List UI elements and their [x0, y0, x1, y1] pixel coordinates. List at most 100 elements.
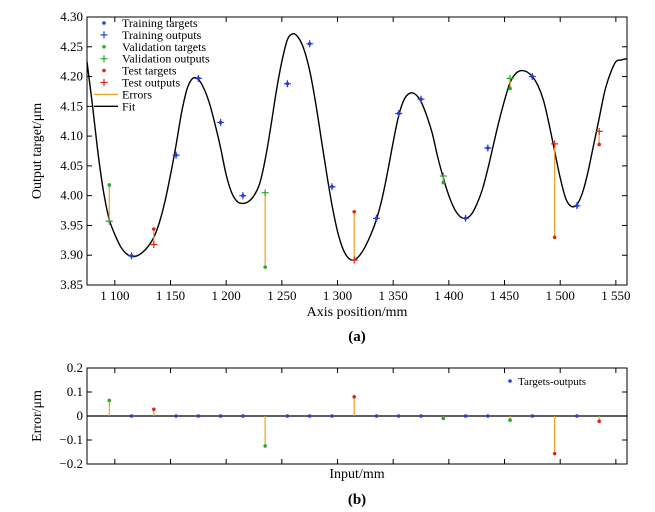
training-error-point	[241, 414, 245, 418]
test-output-marker	[551, 140, 559, 148]
chart-a-y-tick-label: 3.95	[60, 217, 83, 232]
training-output-marker	[172, 151, 180, 159]
training-error-point	[174, 414, 178, 418]
chart-a-y-tick-label: 3.85	[60, 277, 83, 292]
chart-a-y-tick-label: 4.00	[60, 188, 83, 203]
legend-marker-plus	[100, 55, 108, 63]
validation-error-point	[263, 444, 267, 448]
chart-b-y-tick-label: 0	[77, 408, 84, 423]
chart-a-x-tick-label: 1 250	[267, 288, 296, 303]
chart-a-y-tick-label: 4.25	[60, 39, 83, 54]
training-output-marker	[395, 109, 403, 117]
chart-a-x-tick-label: 1 300	[323, 288, 352, 303]
legend-label: Validation outputs	[122, 52, 210, 66]
chart-a-x-tick-label: 1 550	[601, 288, 630, 303]
test-output-marker	[595, 127, 603, 135]
legend-marker-dot	[102, 21, 106, 25]
chart-b-y-tick-label: 0.2	[67, 360, 83, 375]
test-target-point	[352, 209, 357, 214]
training-error-point	[486, 414, 490, 418]
validation-target-point	[441, 180, 446, 185]
legend-label: Training outputs	[122, 28, 202, 42]
test-output-marker	[150, 241, 158, 249]
training-output-marker	[283, 80, 291, 88]
validation-output-marker	[439, 172, 447, 180]
chart-a-y-tick-label: 4.30	[60, 9, 83, 24]
training-error-point	[285, 414, 290, 418]
chart-b-legend: Targets-outputs	[508, 376, 586, 388]
chart-a-x-tick-label: 1 150	[156, 288, 185, 303]
training-output-marker	[417, 95, 425, 103]
chart-b-x-axis-label: Input/mm	[329, 467, 384, 482]
chart-b-ticks: −0.2 −0.1 0 0.1 0.2	[59, 360, 627, 471]
chart-a-x-tick-label: 1 450	[490, 288, 519, 303]
chart-b-y-axis-label: Error/μm	[30, 390, 45, 442]
training-output-marker	[462, 214, 470, 222]
validation-output-marker	[261, 189, 269, 197]
chart-b-caption: (b)	[348, 492, 366, 508]
validation-output-marker	[506, 74, 514, 82]
training-error-point	[196, 414, 201, 418]
legend-marker-dot	[102, 45, 106, 49]
chart-a-x-axis-label: Axis position/mm	[307, 305, 408, 320]
training-output-marker	[239, 192, 247, 200]
test-output-marker	[350, 256, 358, 264]
legend-label: Training targets	[122, 16, 198, 30]
legend-label: Validation targets	[122, 40, 206, 54]
training-output-marker	[217, 118, 225, 126]
training-output-marker	[528, 73, 536, 81]
training-output-marker	[484, 144, 492, 152]
legend-label: Test targets	[122, 64, 177, 78]
training-error-point	[396, 414, 401, 418]
chart-a-x-tick-label: 1 500	[546, 288, 575, 303]
legend-label: Errors	[122, 87, 152, 101]
chart-b-errors	[107, 395, 601, 456]
chart-b-y-tick-label: −0.1	[59, 432, 83, 447]
training-output-marker	[328, 183, 336, 191]
legend-label: Test outputs	[122, 76, 180, 90]
training-error-point	[419, 414, 423, 418]
training-error-point	[307, 414, 312, 418]
validation-error-point	[107, 398, 112, 403]
training-output-marker	[306, 40, 314, 48]
validation-error-point	[441, 416, 446, 421]
chart-a-fit	[86, 32, 628, 261]
legend-marker-dot	[508, 379, 512, 383]
chart-a-y-tick-label: 4.05	[60, 158, 83, 173]
training-error-point	[463, 414, 468, 418]
training-error-point	[129, 414, 134, 418]
test-target-point	[597, 142, 601, 147]
training-output-marker	[573, 202, 581, 210]
chart-a-y-axis-label: Output target/μm	[30, 103, 45, 199]
legend-marker-plus	[100, 31, 108, 39]
validation-output-marker	[105, 217, 113, 225]
training-error-point	[575, 414, 579, 418]
training-output-marker	[194, 74, 202, 82]
test-error-point	[552, 451, 557, 456]
legend-marker-dot	[102, 68, 106, 73]
test-error-point	[597, 419, 601, 424]
training-error-point	[530, 414, 535, 418]
test-target-point	[552, 235, 557, 240]
fit-curve	[86, 32, 628, 261]
chart-a-y-tick-label: 3.90	[60, 247, 83, 262]
test-error-point	[352, 395, 357, 399]
legend-label: Targets-outputs	[518, 376, 586, 388]
chart-a-frame	[86, 16, 628, 286]
training-error-point	[218, 414, 223, 418]
legend-marker-plus	[100, 79, 108, 86]
validation-target-point	[263, 265, 267, 269]
chart-a: 1 100 1 150 1 200 1 250 1 300 1 350 1 400 1 450…	[30, 9, 630, 345]
chart-a-x-tick-label: 1 350	[379, 288, 408, 303]
chart-a-ticks: 1 100 1 150 1 200 1 250 1 300 1 350 1 400 1 450…	[60, 9, 630, 303]
chart-a-caption: (a)	[348, 329, 366, 345]
chart-a-x-tick-label: 1 100	[100, 288, 129, 303]
training-error-point	[374, 414, 379, 418]
chart-b-y-tick-label: 0.1	[67, 384, 83, 399]
chart-b: −0.2 −0.1 0 0.1 0.2 Targets-outputs Input/mm…	[30, 360, 628, 508]
validation-target-point	[508, 86, 512, 91]
validation-target-point	[107, 183, 112, 187]
legend-label: Fit	[122, 99, 136, 113]
